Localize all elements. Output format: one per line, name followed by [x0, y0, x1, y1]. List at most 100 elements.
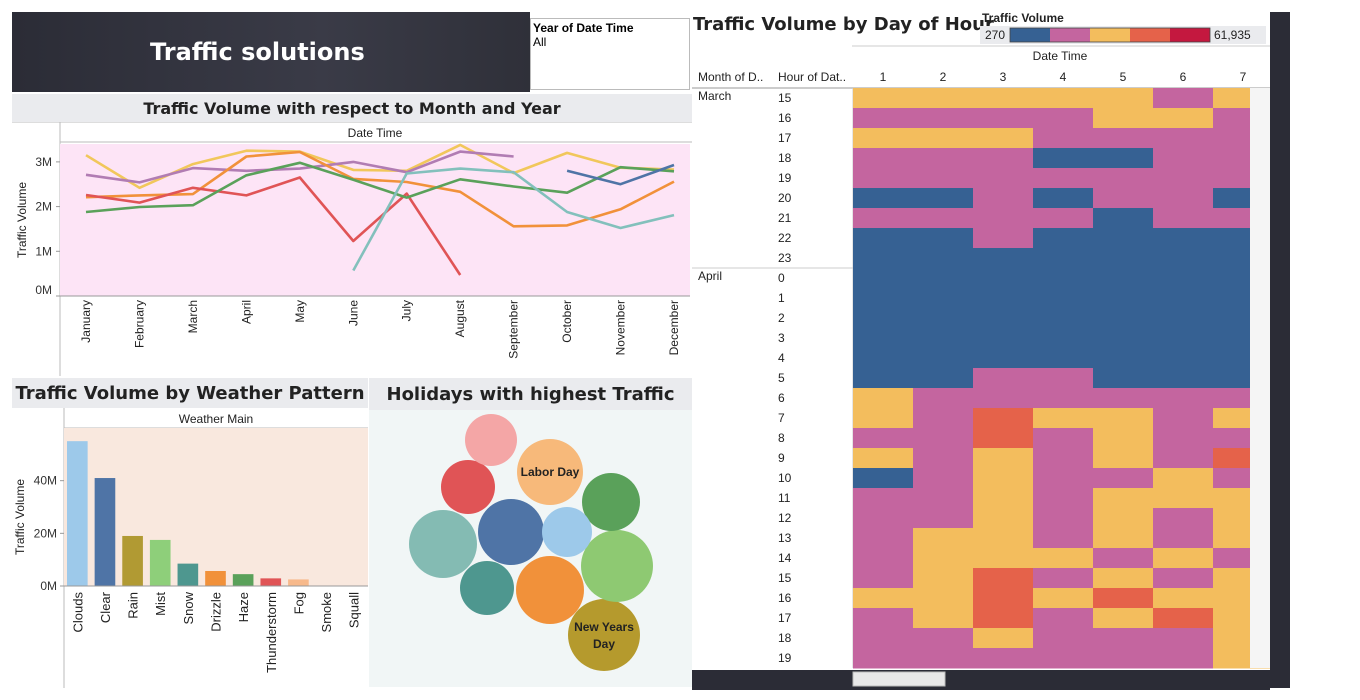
holiday-bubble-8 — [441, 460, 495, 514]
line-x-tick-label: September — [507, 300, 521, 359]
heat-cell — [1153, 368, 1214, 389]
line-x-tick-label: November — [614, 300, 628, 355]
heat-cell — [1033, 168, 1094, 189]
heat-cell — [1093, 508, 1154, 529]
bar-x-tick-label: Clouds — [70, 592, 85, 633]
heat-cell — [1033, 428, 1094, 449]
year-filter[interactable]: Year of Date Time All — [530, 18, 690, 90]
heat-cell — [1093, 108, 1154, 129]
heat-cell — [1093, 428, 1154, 449]
heat-cell — [973, 108, 1034, 129]
heat-cell — [1153, 128, 1214, 149]
heat-hour-label: 0 — [778, 271, 785, 285]
heat-cell — [913, 248, 974, 269]
heat-cell — [853, 368, 914, 389]
heat-hour-label: 19 — [778, 651, 792, 665]
line-header-label: Date Time — [348, 126, 403, 140]
bar-x-tick-label: Clear — [98, 591, 113, 623]
bar-mist — [149, 539, 171, 586]
heat-cell — [913, 428, 974, 449]
year-filter-value[interactable]: All — [533, 35, 547, 49]
heat-cell — [1153, 548, 1214, 569]
heat-cell — [973, 568, 1034, 589]
heat-cell — [1033, 128, 1094, 149]
line-x-tick-label: June — [346, 300, 360, 326]
weather-bar-chart[interactable]: Weather Main 40M 20M 0M Traffic Volume Clouds… — [12, 408, 368, 688]
heat-footer-bar — [692, 670, 1270, 690]
bar-x-tick-label: Mist — [153, 592, 168, 616]
heat-cell — [1153, 528, 1214, 549]
heat-cell — [1033, 468, 1094, 489]
heat-cell — [1093, 88, 1154, 109]
heat-cell — [1033, 328, 1094, 349]
heat-cell — [973, 268, 1034, 289]
heat-cell — [1033, 348, 1094, 369]
line-x-tick-label: January — [79, 300, 93, 343]
heat-cell — [1033, 608, 1094, 629]
heat-cell — [973, 448, 1034, 469]
heat-cell — [1153, 468, 1214, 489]
heat-cell — [853, 208, 914, 229]
heat-cell — [973, 628, 1034, 649]
heat-cell — [1033, 88, 1094, 109]
heat-hour-label: 11 — [778, 491, 791, 505]
heat-cell — [853, 388, 914, 409]
heat-hour-label: 17 — [778, 131, 792, 145]
heat-cell — [973, 168, 1034, 189]
holiday-bubble-label: Day — [593, 637, 615, 651]
heat-cell — [1093, 528, 1154, 549]
heat-cell — [913, 468, 974, 489]
heat-cell — [913, 208, 974, 229]
heat-cell — [973, 508, 1034, 529]
heat-cell — [973, 88, 1034, 109]
heat-cell — [1093, 308, 1154, 329]
line-series-2 — [85, 150, 514, 184]
bar-x-tick-label: Rain — [126, 592, 141, 619]
heat-cell — [1153, 408, 1214, 429]
heat-cell — [1153, 268, 1214, 289]
heat-month-label: April — [698, 269, 722, 283]
line-x-tick-label: October — [560, 300, 574, 343]
heat-cell — [1153, 488, 1214, 509]
heat-cell — [973, 328, 1034, 349]
heat-hour-label: 2 — [778, 311, 785, 325]
line-x-tick-label: December — [667, 300, 681, 355]
holiday-bubble-11 — [542, 507, 592, 557]
heat-cell — [853, 568, 914, 589]
heat-x-tick-label: 7 — [1240, 70, 1247, 84]
heat-hour-label: 17 — [778, 611, 792, 625]
line-chart[interactable]: Date Time 3M 2M 1M 0M Traffic Volume January Fe… — [12, 122, 692, 376]
heat-cell — [853, 528, 914, 549]
holiday-bubble-chart[interactable]: Labor Day New Years Day — [369, 410, 692, 687]
heat-cell — [1093, 408, 1154, 429]
heat-cell — [853, 488, 914, 509]
heat-x-tick-label: 5 — [1120, 70, 1127, 84]
heat-cell — [1033, 308, 1094, 329]
heat-cell — [1153, 588, 1214, 609]
heat-cell — [1093, 608, 1154, 629]
heat-cell — [973, 208, 1034, 229]
heat-cell — [1033, 588, 1094, 609]
heat-cell — [913, 628, 974, 649]
bar-y-axis-label: Traffic Volume — [13, 479, 27, 555]
heat-hour-label: 6 — [778, 391, 785, 405]
heat-cell — [1093, 468, 1154, 489]
heat-cell — [913, 588, 974, 609]
heat-cell — [1153, 168, 1214, 189]
heat-cell — [1153, 448, 1214, 469]
bar-x-tick-label: Haze — [236, 592, 251, 622]
heat-x-tick-label: 4 — [1060, 70, 1067, 84]
holiday-bubble-new-years-day — [568, 599, 640, 671]
heat-cell — [1093, 588, 1154, 609]
holiday-bubble-5 — [516, 556, 584, 624]
heat-cell — [1093, 488, 1154, 509]
heat-cell — [853, 188, 914, 209]
heat-cell — [1093, 568, 1154, 589]
heat-cell — [1033, 388, 1094, 409]
heat-cell — [1033, 568, 1094, 589]
heat-cell — [1153, 88, 1214, 109]
bar-y-tick-label: 20M — [34, 526, 57, 540]
heat-cell — [1153, 608, 1214, 629]
heat-cell — [1093, 648, 1154, 669]
